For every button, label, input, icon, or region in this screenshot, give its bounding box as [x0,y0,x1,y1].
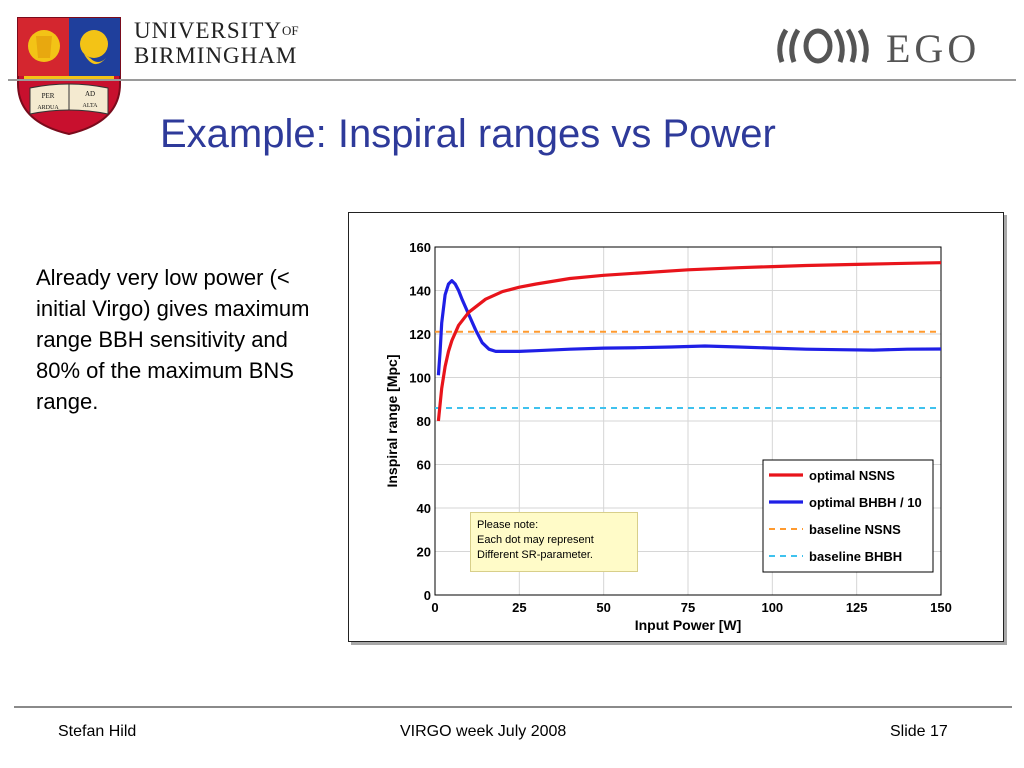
series-line-optimal-bhbh-10 [436,279,942,376]
note-line-3: Different SR-parameter. [477,549,593,561]
ego-logo-text: EGO [886,26,980,70]
ego-logo: EGO [777,26,980,70]
legend-label: optimal BHBH / 10 [809,495,922,510]
slide-title: Example: Inspiral ranges vs Power [160,112,776,156]
shield-motto-ad: AD [85,90,95,98]
y-tick-label: 20 [417,545,431,560]
inspiral-range-chart: 0 20 40 60 80 100 120 140 160 0 25 50 75 100 125 150 Inp… [384,240,952,633]
legend-label: optimal NSNS [809,468,895,483]
header-divider [8,79,1016,81]
legend-box [762,459,934,573]
y-tick-label: 80 [417,414,431,429]
shield-motto-alta: ALTA [83,103,99,109]
x-axis-label: Input Power [W] [635,617,742,633]
x-tick-label: 125 [846,600,868,615]
y-tick-label: 100 [409,371,431,386]
slide-body-text: Already very low power (< initial Virgo)… [36,265,310,414]
university-name: UNIVERSITYOF BIRMINGHAM [134,18,299,68]
chart-frame: 0 20 40 60 80 100 120 140 160 0 25 50 75 100 125 150 Inp… [348,212,1004,642]
note-box: Please note: Each dot may represent Diff… [470,512,638,572]
university-shield-logo: PER AD ARDUA ALTA [17,17,121,136]
x-tick-label: 75 [681,600,695,615]
x-tick-label: 25 [512,600,526,615]
y-tick-label: 120 [409,327,431,342]
y-tick-label: 40 [417,501,431,516]
university-of: OF [282,23,299,38]
legend-label: baseline BHBH [809,549,902,564]
shield-motto-per: PER [42,92,55,100]
x-tick-label: 0 [431,600,438,615]
y-tick-label: 0 [424,588,431,603]
university-line-2: BIRMINGHAM [134,43,298,68]
footer-divider [14,706,1012,708]
x-tick-label: 100 [761,600,783,615]
x-tick-label: 50 [596,600,610,615]
plot-border [434,246,942,596]
note-line-1: Please note: [477,519,539,531]
footer-author: Stefan Hild [58,723,137,740]
footer-event: VIRGO week July 2008 [400,723,567,740]
series-line-optimal-nsns [436,261,942,422]
legend-label: baseline NSNS [809,522,901,537]
y-axis-label: Inspiral range [Mpc] [384,354,400,487]
y-tick-label: 160 [409,240,431,255]
y-tick-label: 140 [409,284,431,299]
y-tick-label: 60 [417,458,431,473]
university-line-1: UNIVERSITY [134,18,282,43]
note-line-2: Each dot may represent [477,534,594,546]
footer-slide-number: Slide 17 [890,723,948,740]
x-tick-label: 150 [930,600,952,615]
shield-motto-ardua: ARDUA [37,105,59,111]
